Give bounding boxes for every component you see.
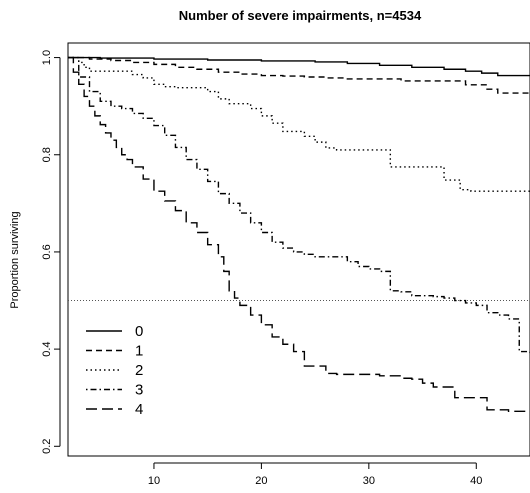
y-axis-label: Proportion surviving: [9, 211, 21, 308]
legend-label-0: 0: [135, 323, 143, 340]
series-line-1: [68, 56, 530, 94]
legend-label-2: 2: [135, 362, 143, 379]
series-line-4: [68, 56, 530, 412]
y-axis: 0.2 0.4 0.6 0.8 1.0: [41, 50, 61, 454]
series-line-3: [68, 56, 530, 354]
legend-label-4: 4: [135, 401, 143, 418]
series-line-2: [68, 56, 530, 192]
x-axis: 10 20 30 40: [148, 462, 482, 487]
plot-area: [67, 42, 530, 457]
y-tick-label: 0.2: [41, 439, 53, 454]
plot-frame: [67, 42, 530, 457]
x-tick-label: 30: [363, 475, 375, 487]
chart-title: Number of severe impairments, n=4534: [179, 8, 422, 23]
x-tick-label: 10: [148, 475, 160, 487]
legend: 0 1 2 3 4: [86, 323, 143, 418]
x-tick-label: 20: [255, 475, 267, 487]
legend-label-1: 1: [135, 343, 143, 360]
y-tick-label: 0.4: [41, 341, 53, 356]
y-tick-label: 1.0: [41, 50, 53, 65]
y-tick-label: 0.8: [41, 147, 53, 162]
series-line-0: [68, 56, 530, 77]
legend-label-3: 3: [135, 382, 143, 399]
y-tick-label: 0.6: [41, 244, 53, 259]
x-tick-label: 40: [470, 475, 482, 487]
